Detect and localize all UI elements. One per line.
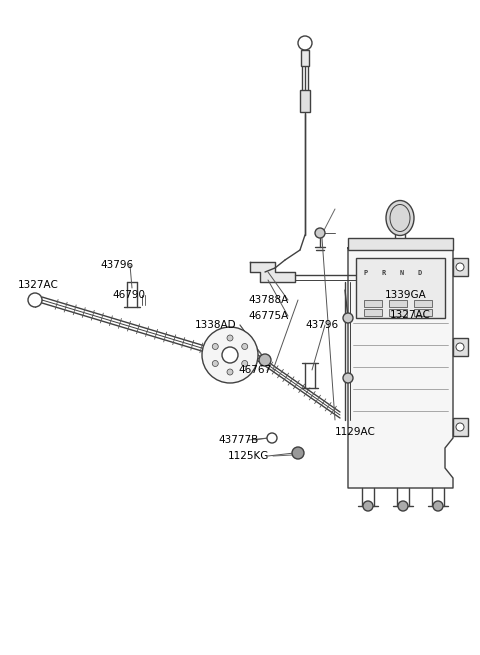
Circle shape (28, 293, 42, 307)
Circle shape (242, 360, 248, 367)
Circle shape (222, 347, 238, 363)
Bar (364, 300, 382, 307)
Text: 1125KG: 1125KG (228, 451, 269, 461)
Text: 46790: 46790 (112, 290, 145, 300)
Circle shape (227, 369, 233, 375)
Circle shape (456, 263, 464, 271)
Bar (389, 309, 407, 316)
Text: 43796: 43796 (100, 260, 133, 270)
Circle shape (267, 433, 277, 443)
Circle shape (433, 501, 443, 511)
Bar (453, 418, 468, 436)
Circle shape (292, 447, 304, 459)
Ellipse shape (390, 204, 410, 231)
Bar (300, 90, 310, 112)
Bar (364, 309, 382, 316)
Text: N: N (400, 270, 404, 276)
Circle shape (298, 36, 312, 50)
Text: 1129AC: 1129AC (335, 427, 376, 437)
Text: R: R (382, 270, 386, 276)
Ellipse shape (386, 200, 414, 236)
Circle shape (315, 228, 325, 238)
Circle shape (227, 335, 233, 341)
Polygon shape (250, 262, 295, 282)
Text: 43788A: 43788A (248, 295, 288, 305)
Bar (453, 258, 468, 276)
Text: 1327AC: 1327AC (390, 310, 431, 320)
Text: D: D (418, 270, 422, 276)
Circle shape (363, 501, 373, 511)
Text: 43796: 43796 (305, 320, 338, 330)
Bar (414, 300, 432, 307)
Bar (301, 50, 309, 66)
Circle shape (398, 501, 408, 511)
Circle shape (456, 423, 464, 431)
Text: 1338AD: 1338AD (195, 320, 237, 330)
Circle shape (212, 343, 218, 350)
Text: 46775A: 46775A (248, 311, 288, 321)
Circle shape (343, 313, 353, 323)
Text: 1327AC: 1327AC (18, 280, 59, 290)
Bar (414, 309, 432, 316)
Circle shape (373, 292, 383, 302)
Circle shape (212, 360, 218, 367)
Text: P: P (364, 270, 368, 276)
Bar (389, 300, 407, 307)
Text: 43777B: 43777B (218, 435, 258, 445)
Bar (356, 258, 445, 318)
Polygon shape (348, 248, 453, 488)
Text: 46767: 46767 (238, 365, 271, 375)
Bar (453, 338, 468, 356)
Text: 1339GA: 1339GA (385, 290, 427, 300)
Circle shape (202, 327, 258, 383)
Circle shape (343, 373, 353, 383)
Circle shape (259, 354, 271, 366)
Circle shape (242, 343, 248, 350)
Circle shape (370, 271, 382, 283)
Circle shape (456, 343, 464, 351)
Bar (348, 238, 453, 250)
